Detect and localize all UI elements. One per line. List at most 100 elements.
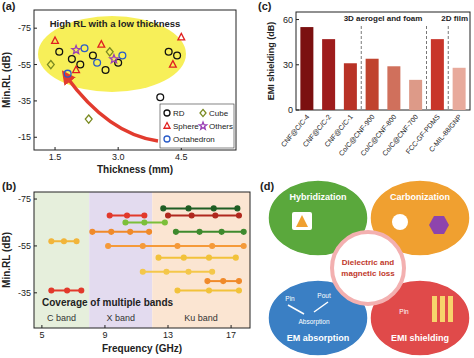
petal-note: Pin bbox=[399, 308, 409, 315]
point bbox=[174, 52, 181, 59]
point bbox=[169, 61, 176, 67]
x-tick-label: Co/C@CNF-700 bbox=[381, 113, 420, 157]
group-separator bbox=[426, 26, 427, 110]
point bbox=[102, 67, 109, 74]
icon bbox=[432, 296, 437, 322]
y-tick bbox=[34, 199, 37, 200]
band-label: X band bbox=[106, 313, 135, 323]
point bbox=[98, 41, 105, 47]
x-tick-label: Co/C@CNF-900 bbox=[337, 113, 376, 157]
petal-label: Hybridization bbox=[289, 192, 346, 202]
bars bbox=[300, 27, 465, 110]
point bbox=[52, 37, 59, 43]
x-tick bbox=[118, 147, 119, 150]
center-circle bbox=[332, 232, 404, 304]
group-separator bbox=[361, 26, 362, 110]
icon bbox=[392, 214, 408, 230]
point bbox=[110, 55, 118, 63]
segment bbox=[159, 257, 236, 259]
segment-dot bbox=[90, 229, 95, 234]
legend-label: Octahedron bbox=[173, 135, 215, 144]
annotation: High RL with a low thickness bbox=[50, 18, 181, 29]
legend-box bbox=[160, 104, 234, 148]
segment-dot bbox=[49, 288, 54, 293]
segment-dot bbox=[79, 288, 84, 293]
annotation: Coverage of multiple bands bbox=[42, 297, 174, 308]
petal-label: EM absorption bbox=[287, 333, 350, 343]
segment-dot bbox=[164, 269, 169, 274]
point bbox=[81, 45, 88, 52]
segments bbox=[49, 206, 246, 293]
petal-label: EMI shielding bbox=[391, 333, 449, 343]
trend-arrow bbox=[66, 76, 158, 141]
x-tick bbox=[41, 325, 42, 328]
segment-dot bbox=[175, 288, 180, 293]
point bbox=[157, 94, 164, 101]
point bbox=[47, 60, 54, 68]
segment-dot bbox=[147, 229, 152, 234]
y-tick-label: -75 bbox=[18, 194, 31, 204]
icon bbox=[288, 305, 304, 314]
icon bbox=[429, 216, 449, 234]
segment bbox=[92, 231, 149, 233]
x-tick bbox=[104, 325, 105, 328]
x-tick-label: Co/C@CNF-800 bbox=[359, 113, 398, 157]
segment bbox=[143, 271, 212, 273]
segment-dot bbox=[210, 269, 215, 274]
segment-dot bbox=[142, 213, 147, 218]
point bbox=[56, 48, 63, 55]
segment-dot bbox=[197, 229, 202, 234]
segment-dot bbox=[162, 220, 167, 225]
legend-label: Sphere bbox=[173, 122, 199, 131]
bar bbox=[431, 39, 444, 110]
point bbox=[90, 52, 97, 59]
x-tick bbox=[55, 147, 56, 150]
y-tick-label: -35 bbox=[18, 96, 31, 106]
point bbox=[72, 46, 80, 54]
legend-label: Others bbox=[209, 122, 233, 131]
panel-label: (a) bbox=[2, 0, 16, 12]
y-tick bbox=[34, 100, 37, 101]
y-tick-label: -35 bbox=[18, 288, 31, 298]
segment bbox=[176, 231, 244, 233]
segment-dot bbox=[175, 244, 180, 249]
center-label: magnetic loss bbox=[341, 269, 395, 278]
point bbox=[106, 48, 113, 56]
point bbox=[64, 70, 71, 77]
segment-dot bbox=[109, 229, 114, 234]
x-tick-label: 9 bbox=[102, 330, 107, 340]
y-tick bbox=[34, 28, 37, 29]
x-tick-label: 1.5 bbox=[49, 152, 62, 162]
y-axis-title: Min.RL (dB) bbox=[1, 232, 12, 288]
segment bbox=[163, 207, 237, 209]
segment-dot bbox=[237, 213, 242, 218]
legend-marker bbox=[199, 122, 206, 129]
y-tick-label: -55 bbox=[18, 60, 31, 70]
icon bbox=[448, 296, 453, 322]
segment-dot bbox=[106, 244, 111, 249]
segment-dot bbox=[189, 213, 194, 218]
y-tick bbox=[34, 64, 37, 65]
petal-note: Pin bbox=[285, 295, 295, 302]
y-tick-label: -75 bbox=[18, 23, 31, 33]
segment-dot bbox=[233, 255, 238, 260]
legend-label: Cube bbox=[209, 109, 229, 118]
plot-frame bbox=[34, 192, 250, 328]
bar bbox=[322, 39, 335, 110]
legend-label: RD bbox=[173, 109, 185, 118]
legend: RD Sphere Cube Octahedron Others bbox=[160, 104, 234, 148]
panel-label: (d) bbox=[260, 180, 274, 192]
x-tick-label: 13 bbox=[163, 330, 173, 340]
band-label: Ku band bbox=[184, 313, 218, 323]
band-label: C band bbox=[47, 313, 76, 323]
y-tick bbox=[34, 137, 37, 138]
bar bbox=[387, 66, 400, 110]
segment-dot bbox=[173, 229, 178, 234]
segment-dot bbox=[107, 213, 112, 218]
y-tick-label: -15 bbox=[18, 132, 31, 142]
segment-dot bbox=[156, 255, 161, 260]
segment-dot bbox=[207, 255, 212, 260]
bar bbox=[366, 59, 379, 110]
x-tick bbox=[231, 325, 232, 328]
petal-note: Pout bbox=[317, 292, 331, 299]
